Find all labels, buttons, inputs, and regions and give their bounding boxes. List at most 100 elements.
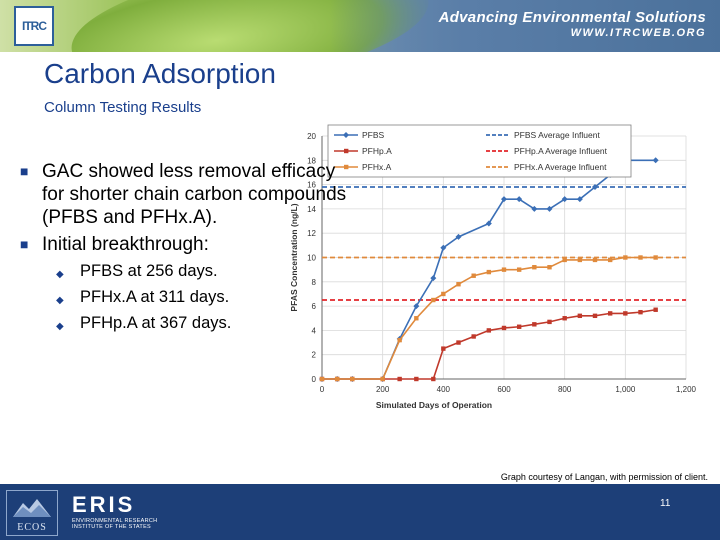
data-point-pfhx-a [486,269,492,275]
graph-credit: Graph courtesy of Langan, with permissio… [500,472,708,482]
x-tick-label: 1,200 [676,385,697,394]
data-point-pfhx-a [471,273,476,278]
tagline-text: Advancing Environmental Solutions [438,9,706,26]
data-point-pfbs [485,220,492,227]
diamond-bullet-icon: ◆ [56,295,64,306]
data-point-pfhp-a [547,319,552,325]
data-point-pfhx-a [456,282,461,287]
eris-subtext: INSTITUTE OF THE STATES [72,524,152,530]
eris-text: ERIS [72,492,136,517]
header-banner: ITRC Advancing Environmental Solutions W… [0,0,720,52]
sub-bullet-list: ◆ PFBS at 256 days. ◆ PFHx.A at 311 days… [56,260,350,338]
data-point-pfbs [546,205,553,212]
legend-marker-pfhp-a [344,148,349,154]
bullet-item: ■ GAC showed less removal efficacy for s… [20,160,350,229]
data-point-pfhp-a [623,311,628,316]
legend-entry: PFHx.A [362,162,392,172]
legend-marker-pfbs [343,132,349,138]
y-tick-label: 14 [307,205,316,214]
sub-bullet-text: PFHp.A at 367 days. [80,314,232,332]
legend-marker-pfhx-a [344,164,349,170]
data-point-pfhx-a [547,265,552,270]
x-axis-label: Simulated Days of Operation [376,400,492,410]
y-tick-label: 18 [307,156,316,165]
x-tick-label: 200 [376,385,390,394]
data-point-pfbs [592,184,598,191]
square-bullet-icon: ■ [20,236,29,252]
data-point-pfhp-a [562,316,567,321]
data-point-pfhp-a [592,313,598,319]
footer-bar: ECOS ERIS ENVIRONMENTAL RESEARCH INSTITU… [0,484,720,540]
legend-entry: PFHp.A [362,146,392,156]
x-tick-label: 1,000 [615,385,636,394]
bullet-list: ■ GAC showed less removal efficacy for s… [20,160,350,338]
data-point-pfhp-a [516,324,522,329]
eris-logo: ERIS ENVIRONMENTAL RESEARCH INSTITUTE OF… [72,492,157,530]
chart-legend [327,124,632,178]
data-point-pfhx-a [414,316,419,321]
data-point-pfbs [430,275,437,282]
data-point-pfhp-a [414,376,419,382]
data-point-pfhx-a [607,257,613,263]
data-point-pfhp-a [486,328,492,333]
sub-bullet-item: ◆ PFHp.A at 367 days. [56,312,350,338]
legend-entry: PFBS [362,130,385,140]
data-point-pfbs [652,157,659,164]
bullet-text: GAC showed less removal efficacy for sho… [42,161,347,228]
data-point-pfhx-a [623,255,628,260]
data-point-pfhp-a [607,311,613,316]
sub-bullet-text: PFBS at 256 days. [80,262,218,280]
data-point-pfbs [501,196,507,203]
data-point-pfhx-a [334,376,340,382]
ecos-logo: ECOS [6,490,58,536]
itrc-logo: ITRC [14,6,54,46]
data-point-pfbs [531,205,538,212]
slide-subtitle: Column Testing Results [44,99,202,116]
page-number: 11 [660,498,671,509]
y-tick-label: 2 [312,351,317,360]
data-point-pfhp-a [532,322,537,327]
data-point-pfbs [576,196,583,203]
data-point-pfbs [455,233,462,240]
data-point-pfhx-a [319,376,325,382]
data-point-pfbs [516,196,523,203]
data-point-pfhx-a [350,376,355,382]
series-line-pfhp-a [322,308,656,380]
data-point-pfhx-a [653,255,658,260]
diamond-bullet-icon: ◆ [56,321,64,332]
bullet-text: Initial breakthrough: [42,234,209,255]
data-point-pfbs [413,303,420,310]
data-point-pfhp-a [638,309,643,315]
data-point-pfhx-a [380,376,385,382]
data-point-pfhp-a [431,376,436,382]
x-tick-label: 0 [320,385,325,394]
legend-entry: PFHx.A Average Influent [514,162,607,172]
data-point-pfhx-a [532,265,537,270]
y-tick-label: 6 [312,302,317,311]
slide-title: Carbon Adsorption [44,58,276,89]
y-tick-label: 12 [307,229,316,238]
ecos-text: ECOS [17,522,47,533]
data-point-pfhp-a [441,346,446,351]
y-tick-label: 4 [312,326,317,335]
y-tick-label: 0 [312,375,317,384]
data-point-pfhp-a [577,313,583,319]
y-tick-label: 10 [307,254,316,263]
data-point-pfbs [440,244,447,251]
header-url: WWW.ITRCWEB.ORG [570,27,706,39]
y-tick-label: 16 [307,181,316,190]
y-tick-label: 8 [312,278,317,287]
sub-bullet-text: PFHx.A at 311 days. [80,288,230,306]
x-tick-label: 800 [558,385,572,394]
y-tick-label: 20 [307,132,316,141]
y-axis-label: PFAS Concentration (ng/L) [289,203,299,311]
data-point-pfhx-a [501,267,507,272]
series-line-pfhx-a [322,256,656,380]
header-tagline: Advancing Environmental Solutions WWW.IT… [439,9,706,39]
sub-bullet-item: ◆ PFBS at 256 days. [56,260,350,286]
data-point-pfhx-a [577,257,583,263]
x-tick-label: 600 [497,385,511,394]
data-point-pfhx-a [592,257,598,263]
data-point-pfhp-a [653,307,658,312]
